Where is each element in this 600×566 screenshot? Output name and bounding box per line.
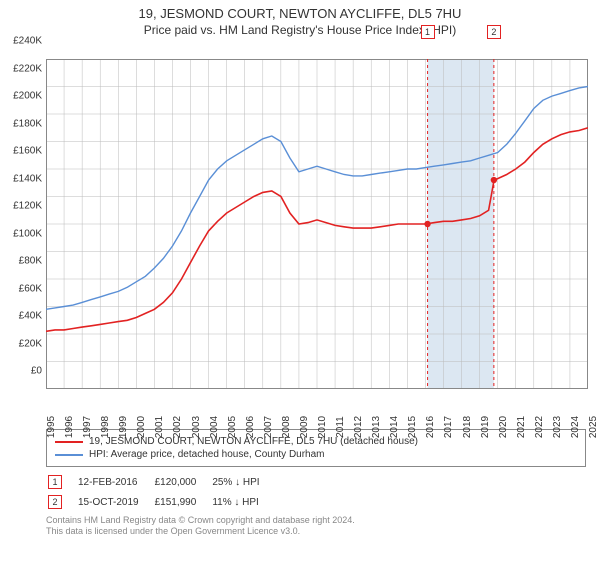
marker-price: £120,000 xyxy=(155,473,211,491)
x-tick-label: 2022 xyxy=(534,416,545,438)
table-row: 2 15-OCT-2019£151,99011% ↓ HPI xyxy=(48,493,274,511)
marker-box: 2 xyxy=(48,495,62,509)
y-tick-label: £40K xyxy=(19,311,42,322)
x-tick-label: 2009 xyxy=(299,416,310,438)
x-tick-label: 2024 xyxy=(570,416,581,438)
page-title: 19, JESMOND COURT, NEWTON AYCLIFFE, DL5 … xyxy=(0,6,600,21)
x-tick-label: 1997 xyxy=(82,416,93,438)
y-tick-label: £240K xyxy=(13,36,42,47)
footer-line2: This data is licensed under the Open Gov… xyxy=(46,526,586,537)
footer-line1: Contains HM Land Registry data © Crown c… xyxy=(46,515,586,526)
y-tick-label: £100K xyxy=(13,228,42,239)
x-tick-label: 2004 xyxy=(209,416,220,438)
marker-diff: 25% ↓ HPI xyxy=(212,473,273,491)
marker-date: 12-FEB-2016 xyxy=(78,473,153,491)
chart-area: 12£0£20K£40K£60K£80K£100K£120K£140K£160K… xyxy=(46,41,588,423)
x-tick-label: 2011 xyxy=(335,416,346,438)
y-tick-label: £0 xyxy=(31,366,42,377)
x-tick-label: 2020 xyxy=(498,416,509,438)
y-tick-label: £60K xyxy=(19,283,42,294)
x-tick-label: 1998 xyxy=(100,416,111,438)
x-tick-label: 2016 xyxy=(425,416,436,438)
x-tick-label: 2005 xyxy=(227,416,238,438)
footer: Contains HM Land Registry data © Crown c… xyxy=(46,515,586,538)
x-tick-label: 2000 xyxy=(136,416,147,438)
marker-price: £151,990 xyxy=(155,493,211,511)
legend-swatch xyxy=(55,454,83,456)
x-tick-label: 2015 xyxy=(407,416,418,438)
y-tick-label: £20K xyxy=(19,338,42,349)
x-tick-label: 2013 xyxy=(371,416,382,438)
legend-label: HPI: Average price, detached house, Coun… xyxy=(89,449,325,460)
x-tick-label: 2001 xyxy=(154,416,165,438)
vline-label: 2 xyxy=(487,25,501,39)
x-tick-label: 2021 xyxy=(516,416,527,438)
legend-item: HPI: Average price, detached house, Coun… xyxy=(55,449,577,460)
x-tick-label: 2007 xyxy=(263,416,274,438)
x-tick-label: 1995 xyxy=(46,416,57,438)
x-tick-label: 2023 xyxy=(552,416,563,438)
y-tick-label: £120K xyxy=(13,201,42,212)
x-tick-label: 2003 xyxy=(191,416,202,438)
marker-date: 15-OCT-2019 xyxy=(78,493,153,511)
y-tick-label: £220K xyxy=(13,63,42,74)
table-row: 1 12-FEB-2016£120,00025% ↓ HPI xyxy=(48,473,274,491)
x-tick-label: 2012 xyxy=(353,416,364,438)
y-tick-label: £200K xyxy=(13,91,42,102)
legend-swatch xyxy=(55,441,83,443)
x-tick-label: 2008 xyxy=(281,416,292,438)
x-tick-label: 2010 xyxy=(317,416,328,438)
x-tick-label: 2006 xyxy=(245,416,256,438)
page-subtitle: Price paid vs. HM Land Registry's House … xyxy=(0,23,600,37)
x-tick-label: 2002 xyxy=(172,416,183,438)
marker-box: 1 xyxy=(48,475,62,489)
x-tick-label: 2014 xyxy=(389,416,400,438)
x-tick-label: 2025 xyxy=(588,416,599,438)
marker-diff: 11% ↓ HPI xyxy=(212,493,273,511)
x-tick-label: 2017 xyxy=(443,416,454,438)
y-tick-label: £180K xyxy=(13,118,42,129)
y-tick-label: £140K xyxy=(13,173,42,184)
x-tick-label: 2019 xyxy=(480,416,491,438)
line-chart xyxy=(46,59,588,389)
x-tick-label: 2018 xyxy=(462,416,473,438)
y-tick-label: £80K xyxy=(19,256,42,267)
x-tick-label: 1996 xyxy=(64,416,75,438)
x-tick-label: 1999 xyxy=(118,416,129,438)
vline-label: 1 xyxy=(421,25,435,39)
marker-table: 1 12-FEB-2016£120,00025% ↓ HPI 2 15-OCT-201… xyxy=(46,471,276,513)
y-tick-label: £160K xyxy=(13,146,42,157)
